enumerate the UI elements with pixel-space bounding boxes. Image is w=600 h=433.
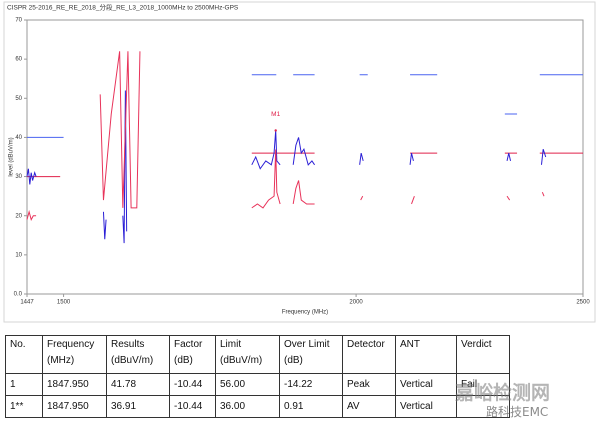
table-cell: Vertical	[395, 373, 457, 396]
table-cell: AV	[342, 395, 396, 418]
data-line	[26, 51, 545, 221]
table-cell: 36.91	[106, 395, 170, 418]
chart: CISPR 25-2016_RE_RE_2018_分段_RE_L3_2018_1…	[3, 1, 596, 323]
data-line	[27, 152, 583, 178]
header-text: (dBuV/m)	[111, 355, 154, 366]
header-text: (dBuV/m)	[220, 355, 263, 366]
table-cell: 41.78	[106, 373, 170, 396]
table-cell	[456, 395, 510, 418]
header-text: Limit	[220, 339, 242, 350]
table-cell: Detector	[342, 335, 396, 374]
table-cell: 1847.950	[42, 373, 107, 396]
table-cell: -14.22	[279, 373, 343, 396]
table-cell: 1847.950	[42, 395, 107, 418]
header-text: Frequency	[47, 339, 95, 350]
table-cell: Over Limit (dB)	[279, 335, 343, 374]
y-tick-label: 70	[15, 18, 22, 24]
x-axis-label: Frequency (MHz)	[282, 310, 328, 316]
header-text: (dB)	[174, 355, 193, 366]
header-text: No.	[10, 339, 26, 350]
table-cell: Limit (dBuV/m)	[215, 335, 280, 374]
watermark: 路科技EMC	[486, 405, 549, 419]
table-cell: 56.00	[215, 373, 280, 396]
header-text: (dB)	[284, 355, 303, 366]
y-tick-label: 40	[15, 135, 22, 141]
data-row: 1 1847.950 41.78 -10.44 56.00 -14.22 Peak Verti…	[5, 373, 510, 396]
marker-point	[274, 129, 277, 132]
y-tick-label: 0.0	[14, 292, 23, 298]
table-cell: Results (dBuV/m)	[106, 335, 170, 374]
data-line	[26, 90, 547, 244]
table-cell: Peak	[342, 373, 396, 396]
chart-frame	[3, 1, 596, 323]
data-row: 1** 1847.950 36.91 -10.44 36.00 0.91 AV Vertica…	[5, 395, 510, 418]
y-tick-label: 10	[15, 252, 22, 258]
header-text: Results	[111, 339, 145, 350]
header-text: Over Limit	[284, 339, 330, 350]
plot-frame	[26, 19, 584, 295]
header-text: ANT	[400, 339, 420, 350]
header-text: Detector	[347, 339, 385, 350]
table-cell: 1**	[5, 395, 43, 418]
table-cell: 1	[5, 373, 43, 396]
chart-title: CISPR 25-2016_RE_RE_2018_分段_RE_L3_2018_1…	[7, 3, 239, 12]
y-tick-label: 30	[15, 174, 22, 180]
table-cell: -10.44	[169, 395, 216, 418]
data-line	[27, 74, 583, 138]
table-cell: Fail	[456, 373, 510, 396]
table-cell: ANT	[395, 335, 457, 374]
table-cell: Factor (dB)	[169, 335, 216, 374]
y-tick-label: 50	[15, 96, 22, 102]
header-text: (MHz)	[47, 355, 75, 366]
marker-label: M1	[271, 111, 280, 118]
y-axis-label: level (dBuV/m)	[9, 137, 15, 176]
table-cell: -10.44	[169, 373, 216, 396]
result-table: No. Frequency (MHz) Results (dBuV/m) Factor (d…	[5, 335, 510, 418]
header-row: No. Frequency (MHz) Results (dBuV/m) Factor (d…	[5, 335, 510, 374]
table-cell: Verdict	[456, 335, 510, 374]
table-cell: 0.91	[279, 395, 343, 418]
header-text: Factor	[174, 339, 203, 350]
table-cell: Vertical	[395, 395, 457, 418]
x-tick-label: 2500	[576, 300, 590, 306]
watermark: 嘉峪检测网	[455, 382, 551, 404]
x-tick-label: 1500	[57, 300, 71, 306]
x-tick-label: 2000	[349, 300, 363, 306]
table-cell: Frequency (MHz)	[42, 335, 107, 374]
y-tick-label: 60	[15, 57, 22, 63]
table-cell: No.	[5, 335, 43, 374]
header-text: Verdict	[461, 339, 492, 350]
table-cell: 36.00	[215, 395, 280, 418]
y-tick-label: 20	[15, 213, 22, 219]
x-tick-label: 1447	[20, 300, 34, 306]
